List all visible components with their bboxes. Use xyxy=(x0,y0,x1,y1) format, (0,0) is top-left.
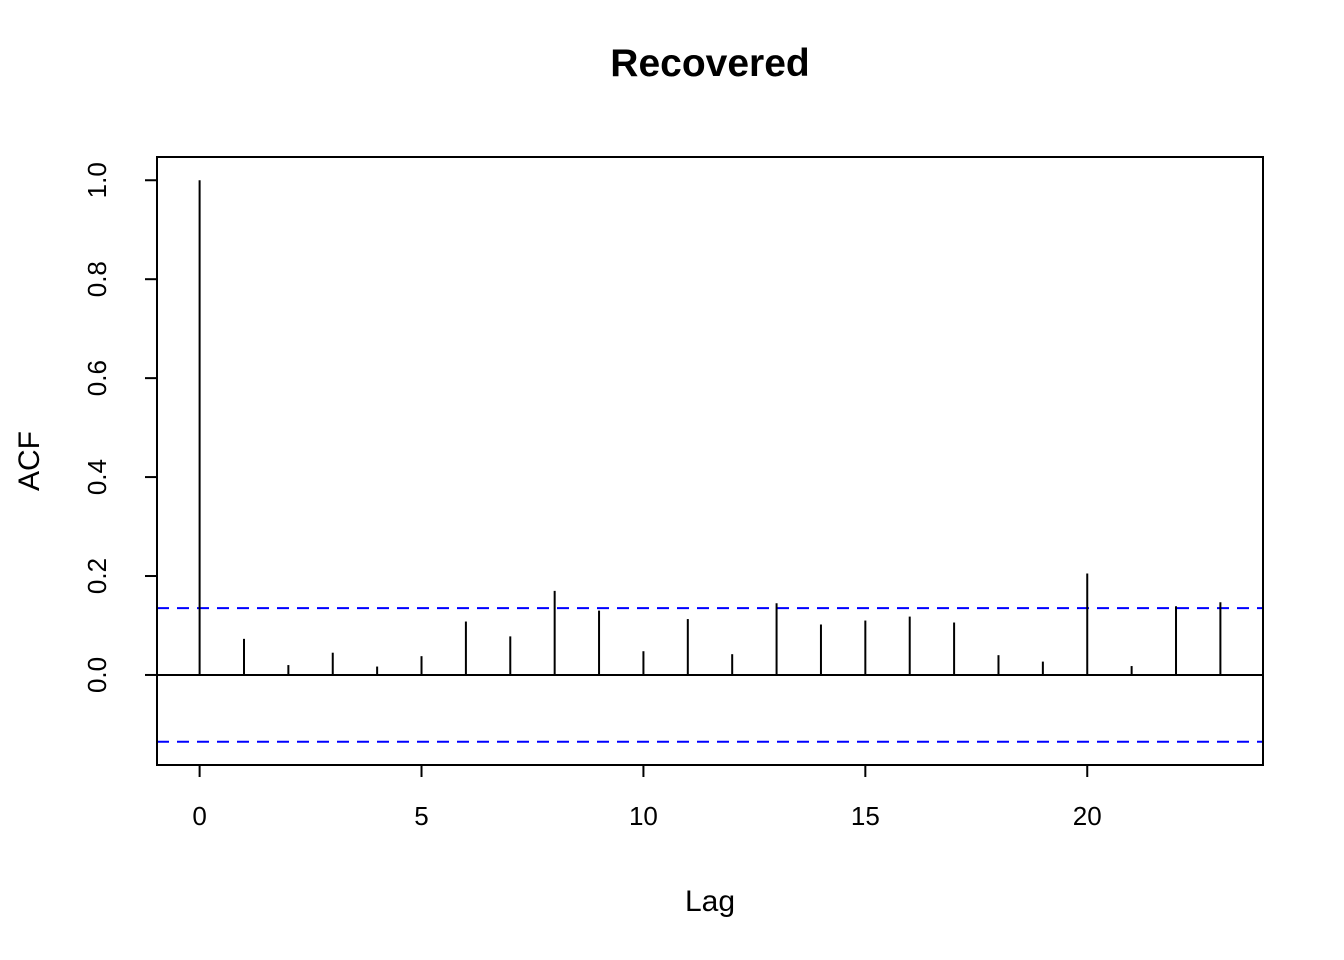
y-tick-label-0.2: 0.2 xyxy=(82,558,112,594)
y-tick-label-0.4: 0.4 xyxy=(82,459,112,495)
x-tick-label-10: 10 xyxy=(629,801,658,831)
y-tick-label-1.0: 1.0 xyxy=(82,162,112,198)
x-tick-label-5: 5 xyxy=(414,801,428,831)
x-axis-label: Lag xyxy=(684,885,736,918)
chart-title: Recovered xyxy=(610,42,810,85)
x-tick-label-20: 20 xyxy=(1073,801,1102,831)
x-tick-label-15: 15 xyxy=(851,801,880,831)
y-tick-label-0.8: 0.8 xyxy=(82,261,112,297)
plot-border xyxy=(156,156,1264,766)
y-tick-label-0.0: 0.0 xyxy=(82,657,112,693)
x-tick-label-0: 0 xyxy=(192,801,206,831)
y-tick-label-0.6: 0.6 xyxy=(82,360,112,396)
